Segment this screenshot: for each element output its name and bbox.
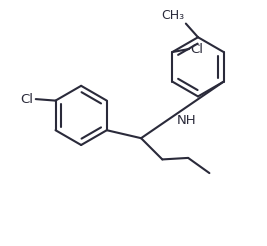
Text: CH₃: CH₃ — [161, 9, 184, 22]
Text: Cl: Cl — [21, 92, 33, 106]
Text: NH: NH — [177, 114, 197, 127]
Text: Cl: Cl — [191, 43, 203, 56]
